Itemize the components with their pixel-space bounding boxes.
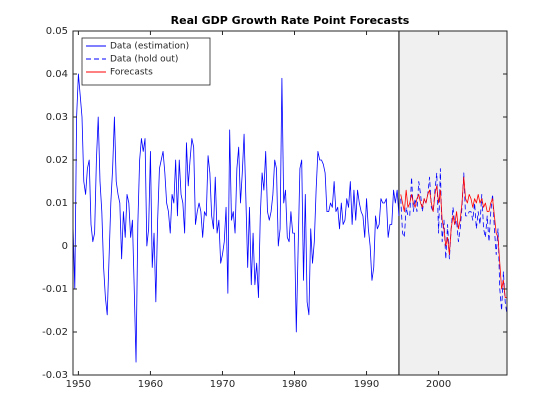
x-tick-label: 1960 — [138, 379, 163, 390]
series-line — [72, 73, 400, 363]
y-tick-label: -0.02 — [42, 327, 68, 338]
legend-label: Forecasts — [110, 68, 153, 78]
y-tick-label: 0 — [62, 241, 68, 252]
series-line — [400, 168, 508, 315]
x-tick-label: 1970 — [210, 379, 235, 390]
y-tick-label: 0.04 — [46, 69, 68, 80]
y-tick-label: 0.02 — [46, 155, 68, 166]
chart-title: Real GDP Growth Rate Point Forecasts — [171, 14, 410, 27]
legend-label: Data (estimation) — [110, 42, 189, 52]
y-tick-label: 0.01 — [46, 198, 68, 209]
y-tick-label: 0.05 — [46, 26, 68, 37]
y-tick-label: -0.01 — [42, 284, 68, 295]
x-tick-label: 1950 — [66, 379, 91, 390]
x-tick-label: 1980 — [282, 379, 307, 390]
series-line — [400, 176, 507, 298]
y-tick-label: 0.03 — [46, 112, 68, 123]
axes-box — [72, 30, 508, 376]
legend-label: Data (hold out) — [110, 55, 178, 65]
y-tick-label: -0.03 — [42, 370, 68, 381]
x-tick-label: 1990 — [354, 379, 379, 390]
x-tick-label: 2000 — [426, 379, 451, 390]
